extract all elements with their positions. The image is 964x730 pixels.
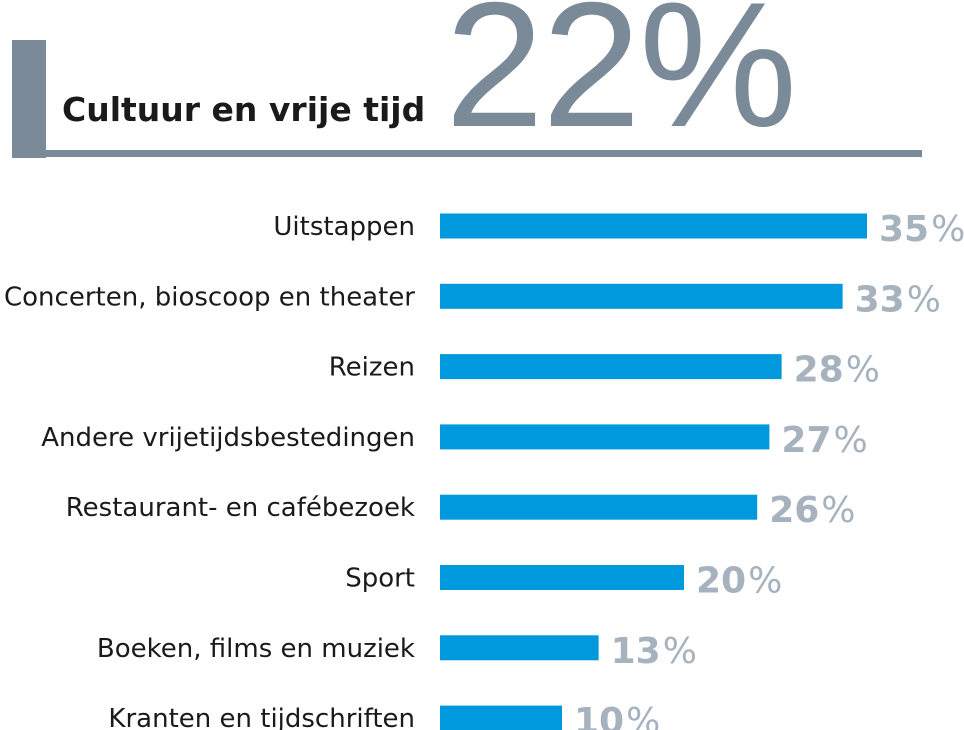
value-unit: % bbox=[931, 209, 964, 250]
value-number: 33 bbox=[855, 279, 905, 320]
bar bbox=[440, 565, 684, 590]
value-label: 28% bbox=[794, 350, 880, 391]
bar bbox=[440, 494, 758, 520]
header-underline bbox=[12, 150, 922, 157]
value-label: 13% bbox=[611, 631, 697, 672]
value-unit: % bbox=[907, 279, 941, 320]
bar bbox=[440, 424, 770, 450]
value-unit: % bbox=[846, 350, 880, 391]
bar-list: Uitstappen 35% Concerten, bioscoop en thea… bbox=[4, 209, 964, 730]
value-number: 10 bbox=[574, 701, 624, 730]
value-label: 35% bbox=[879, 209, 964, 250]
bar bbox=[440, 354, 782, 380]
bar bbox=[440, 705, 562, 730]
value-number: 20 bbox=[696, 561, 746, 602]
category-label: Restaurant- en cafébezoek bbox=[66, 493, 415, 523]
header-accent-block bbox=[12, 40, 46, 158]
category-label: Reizen bbox=[329, 353, 415, 383]
bar bbox=[440, 635, 599, 661]
value-label: 33% bbox=[855, 279, 941, 320]
category-label: Kranten en tijdschriften bbox=[108, 704, 415, 730]
value-unit: % bbox=[626, 701, 660, 730]
category-label: Sport bbox=[345, 564, 415, 594]
value-label: 27% bbox=[781, 420, 867, 461]
category-label: Uitstappen bbox=[273, 212, 415, 242]
bar bbox=[440, 283, 843, 309]
headline-value: 22% bbox=[445, 0, 795, 164]
value-number: 35 bbox=[879, 209, 929, 250]
value-unit: % bbox=[663, 631, 697, 672]
category-label: Boeken, films en muziek bbox=[97, 634, 415, 664]
value-number: 26 bbox=[769, 490, 819, 531]
value-number: 28 bbox=[794, 350, 844, 391]
bar bbox=[440, 213, 867, 239]
value-unit: % bbox=[748, 561, 782, 602]
chart-title: Cultuur en vrije tijd bbox=[62, 90, 425, 129]
value-number: 27 bbox=[781, 420, 831, 461]
category-label: Andere vrijetijdsbestedingen bbox=[41, 423, 415, 453]
value-label: 20% bbox=[696, 561, 782, 602]
value-label: 26% bbox=[769, 490, 855, 531]
category-label: Concerten, bioscoop en theater bbox=[4, 282, 415, 312]
value-label: 10% bbox=[574, 701, 660, 730]
value-unit: % bbox=[821, 490, 855, 531]
value-number: 13 bbox=[611, 631, 661, 672]
value-unit: % bbox=[834, 420, 868, 461]
